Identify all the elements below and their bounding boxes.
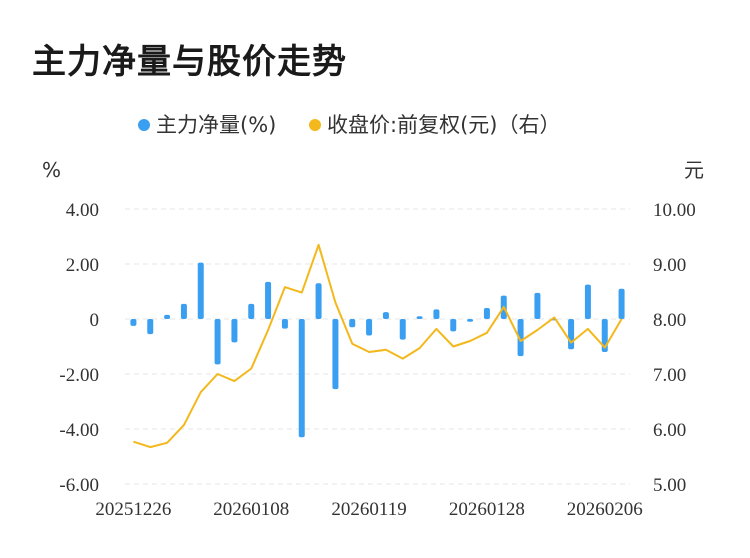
left-tick-label: -2.00 [59,365,99,386]
bar [164,314,171,319]
bar [281,319,288,329]
legend-label-bar: 主力净量(%) [156,113,276,137]
right-tick-label: 10.00 [653,200,696,221]
bar [248,303,255,319]
right-axis-ticks: 10.00 9.00 8.00 7.00 6.00 5.00 [653,200,696,496]
right-axis-unit: 元 [684,158,704,182]
grid [125,208,630,485]
bar [433,309,440,319]
bar [332,319,339,390]
bar [214,319,221,365]
bar [483,308,490,319]
bar [584,284,591,319]
left-tick-label: 0 [90,310,100,331]
bar [534,292,541,319]
bar [382,312,389,319]
bar-series [130,262,625,438]
bar [298,319,305,438]
line-series [133,243,623,449]
bar [231,319,238,343]
bar [349,319,356,328]
x-tick-label: 20260128 [449,499,525,520]
right-tick-label: 6.00 [653,420,686,441]
bar [130,319,137,326]
bar [366,319,373,336]
right-tick-label: 8.00 [653,310,686,331]
left-axis-ticks: 4.00 2.00 0 -2.00 -4.00 -6.00 [59,200,99,496]
bar [265,281,272,319]
legend-marker-line [309,119,321,131]
bar [450,319,457,332]
bar [180,303,187,319]
left-axis-unit: % [42,158,61,182]
bar [399,319,406,340]
bar [568,319,575,350]
price-line [133,243,623,449]
right-tick-label: 5.00 [653,475,686,496]
left-tick-label: -4.00 [59,420,99,441]
x-tick-label: 20260119 [331,499,406,520]
legend-label-line: 收盘价:前复权(元)（右） [327,113,560,137]
bar [618,288,625,319]
left-tick-label: -6.00 [59,475,99,496]
legend: 主力净量(%) 收盘价:前复权(元)（右） [138,113,560,137]
bar [416,316,423,319]
bar [467,319,474,322]
x-tick-label: 20260206 [567,499,643,520]
chart-title: 主力净量与股价走势 [32,42,347,82]
left-tick-label: 2.00 [66,255,99,276]
bar [197,262,204,319]
bar [517,319,524,357]
left-tick-label: 4.00 [66,200,99,221]
legend-marker-bar [138,119,150,131]
right-tick-label: 9.00 [653,255,686,276]
bar [147,319,154,335]
x-axis-ticks: 20251226 20260108 20260119 20260128 20260206 [95,499,642,520]
bar [315,283,322,319]
x-tick-label: 20251226 [95,499,171,520]
x-tick-label: 20260108 [213,499,289,520]
right-tick-label: 7.00 [653,365,686,386]
